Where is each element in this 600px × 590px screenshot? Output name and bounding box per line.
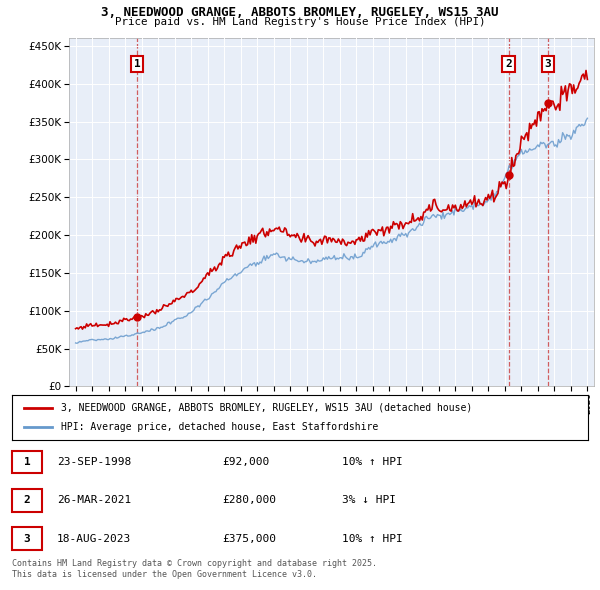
Text: 1: 1 bbox=[134, 59, 140, 69]
Text: 23-SEP-1998: 23-SEP-1998 bbox=[57, 457, 131, 467]
Text: 3, NEEDWOOD GRANGE, ABBOTS BROMLEY, RUGELEY, WS15 3AU (detached house): 3, NEEDWOOD GRANGE, ABBOTS BROMLEY, RUGE… bbox=[61, 403, 472, 412]
Text: 10% ↑ HPI: 10% ↑ HPI bbox=[342, 534, 403, 543]
Text: 2: 2 bbox=[505, 59, 512, 69]
Text: 3% ↓ HPI: 3% ↓ HPI bbox=[342, 496, 396, 505]
Text: £280,000: £280,000 bbox=[222, 496, 276, 505]
Text: Contains HM Land Registry data © Crown copyright and database right 2025.: Contains HM Land Registry data © Crown c… bbox=[12, 559, 377, 568]
Text: 3: 3 bbox=[545, 59, 551, 69]
Text: 3, NEEDWOOD GRANGE, ABBOTS BROMLEY, RUGELEY, WS15 3AU: 3, NEEDWOOD GRANGE, ABBOTS BROMLEY, RUGE… bbox=[101, 6, 499, 19]
Text: 3: 3 bbox=[23, 534, 31, 543]
Text: This data is licensed under the Open Government Licence v3.0.: This data is licensed under the Open Gov… bbox=[12, 571, 317, 579]
Text: £375,000: £375,000 bbox=[222, 534, 276, 543]
Text: 26-MAR-2021: 26-MAR-2021 bbox=[57, 496, 131, 505]
Text: 1: 1 bbox=[23, 457, 31, 467]
Text: HPI: Average price, detached house, East Staffordshire: HPI: Average price, detached house, East… bbox=[61, 422, 378, 432]
Text: 2: 2 bbox=[23, 496, 31, 505]
Text: 10% ↑ HPI: 10% ↑ HPI bbox=[342, 457, 403, 467]
Text: Price paid vs. HM Land Registry's House Price Index (HPI): Price paid vs. HM Land Registry's House … bbox=[115, 17, 485, 27]
Text: £92,000: £92,000 bbox=[222, 457, 269, 467]
Text: 18-AUG-2023: 18-AUG-2023 bbox=[57, 534, 131, 543]
